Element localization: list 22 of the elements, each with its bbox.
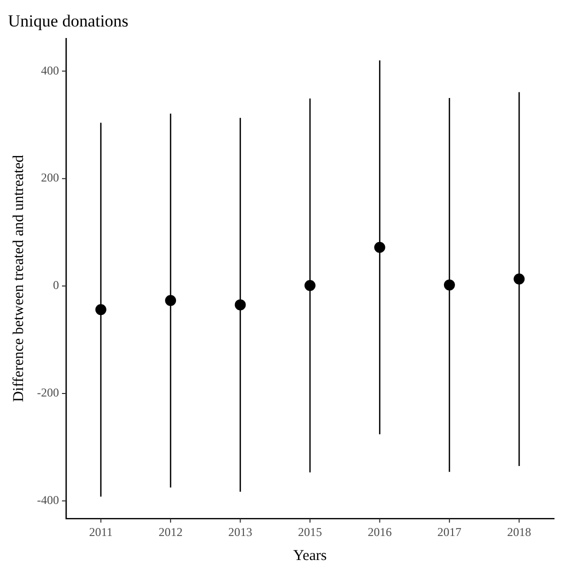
point — [234, 299, 246, 310]
y-tick-label: -400 — [36, 493, 59, 508]
point — [95, 304, 106, 316]
y-tick-label: 400 — [40, 63, 59, 78]
point — [165, 295, 176, 306]
x-tick-label: 2018 — [507, 524, 532, 539]
x-tick-label: 2012 — [158, 524, 183, 539]
point — [514, 274, 525, 285]
y-tick-label: -200 — [36, 386, 59, 400]
point — [304, 280, 316, 291]
x-tick-label: 2011 — [89, 524, 113, 539]
x-tick-label: 2016 — [368, 524, 392, 539]
y-tick-label: 200 — [40, 170, 59, 185]
point — [374, 242, 386, 253]
x-axis-title: Years — [293, 548, 327, 564]
x-tick-label: 2015 — [298, 524, 322, 539]
chart-title: Unique donations — [8, 12, 128, 31]
y-tick-label: 0 — [52, 278, 59, 292]
x-tick-label: 2013 — [228, 524, 252, 539]
x-tick-label: 2017 — [437, 524, 462, 539]
y-axis-title: Difference between treated and untreated — [10, 154, 27, 402]
point — [444, 279, 455, 290]
